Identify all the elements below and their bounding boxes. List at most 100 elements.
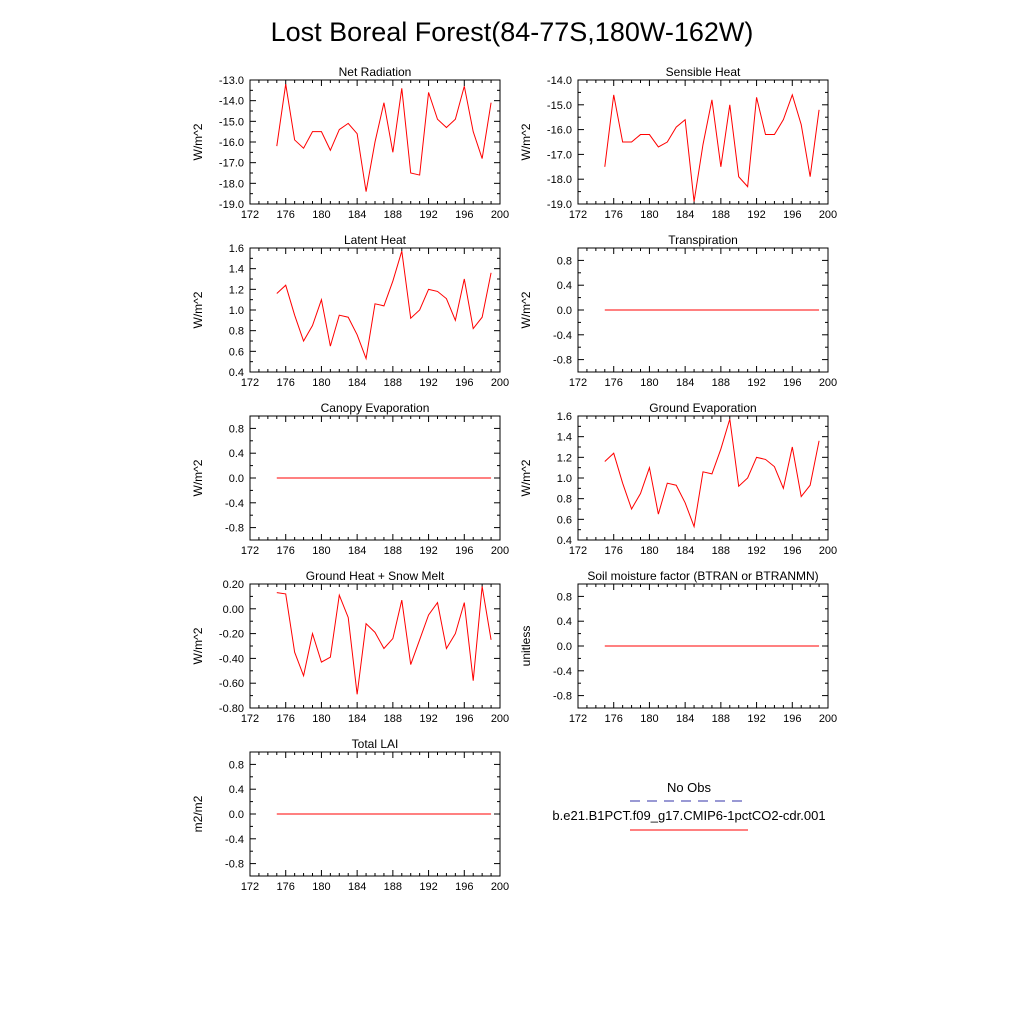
y-tick-label: 0.4 <box>557 280 572 292</box>
y-tick-label: 0.4 <box>557 535 572 547</box>
y-tick-label: -0.40 <box>219 653 244 665</box>
x-tick-label: 196 <box>455 713 473 725</box>
x-tick-label: 188 <box>712 209 730 221</box>
x-tick-label: 176 <box>277 713 295 725</box>
y-tick-label: 0.8 <box>229 423 244 435</box>
y-tick-label: -0.8 <box>553 355 572 367</box>
x-tick-label: 172 <box>241 881 259 893</box>
y-tick-label: -0.20 <box>219 629 244 641</box>
x-tick-label: 192 <box>747 545 765 557</box>
x-tick-label: 196 <box>783 713 801 725</box>
series-line <box>276 84 492 192</box>
x-tick-label: 188 <box>712 377 730 389</box>
x-tick-label: 192 <box>419 209 437 221</box>
x-tick-label: 180 <box>312 713 330 725</box>
panels: Net Radiation W/m^2 172 176 180 184 188 192 196 2… <box>191 65 837 893</box>
x-tick-label: 180 <box>312 209 330 221</box>
y-tick-label: -13.0 <box>219 75 244 87</box>
y-tick-label: 0.8 <box>557 255 572 267</box>
x-tick-label: 176 <box>277 209 295 221</box>
y-tick-label: -0.4 <box>225 498 244 510</box>
x-tick-label: 180 <box>312 545 330 557</box>
x-tick-label: 172 <box>241 209 259 221</box>
x-tick-label: 176 <box>605 545 623 557</box>
y-tick-label: 0.4 <box>229 367 244 379</box>
x-tick-label: 180 <box>640 377 658 389</box>
legend-obs-label: No Obs <box>667 780 712 795</box>
y-tick-label: 0.8 <box>557 591 572 603</box>
y-tick-label: 0.00 <box>223 604 244 616</box>
x-tick-label: 200 <box>491 545 509 557</box>
panel-title: Canopy Evaporation <box>321 401 430 415</box>
x-tick-label: 200 <box>819 209 837 221</box>
y-axis-label: unitless <box>519 626 533 667</box>
panel-4: Transpiration W/m^2 172 176 180 184 188 192 196 2… <box>519 233 837 389</box>
y-tick-label: -17.0 <box>219 158 244 170</box>
y-tick-label: 1.4 <box>229 264 244 276</box>
panel-title: Ground Evaporation <box>649 401 756 415</box>
figure-title: Lost Boreal Forest(84-77S,180W-162W) <box>271 17 754 47</box>
y-tick-label: -0.60 <box>219 678 244 690</box>
y-tick-label: -16.0 <box>219 137 244 149</box>
x-tick-label: 184 <box>348 545 366 557</box>
y-axis-label: W/m^2 <box>519 123 533 160</box>
panel-5: Canopy Evaporation W/m^2 172 176 180 184 188 19… <box>191 401 509 557</box>
x-tick-label: 192 <box>747 377 765 389</box>
x-tick-label: 200 <box>491 881 509 893</box>
x-tick-label: 184 <box>676 545 694 557</box>
x-tick-label: 192 <box>419 713 437 725</box>
x-tick-label: 172 <box>569 713 587 725</box>
x-tick-label: 172 <box>569 545 587 557</box>
y-tick-label: -16.0 <box>547 125 572 137</box>
series-line <box>604 418 820 529</box>
x-tick-label: 192 <box>419 881 437 893</box>
y-tick-label: 1.0 <box>557 473 572 485</box>
y-tick-label: 0.8 <box>557 494 572 506</box>
y-tick-label: 0.0 <box>557 641 572 653</box>
y-tick-label: -0.4 <box>225 834 244 846</box>
panel-6: Ground Evaporation W/m^2 172 176 180 184 188 19… <box>519 401 837 557</box>
y-tick-label: 1.6 <box>557 411 572 423</box>
x-tick-label: 196 <box>783 545 801 557</box>
y-tick-label: -0.8 <box>225 859 244 871</box>
y-tick-label: -18.0 <box>547 174 572 186</box>
x-tick-label: 200 <box>819 713 837 725</box>
y-tick-label: 0.6 <box>557 514 572 526</box>
x-tick-label: 184 <box>676 713 694 725</box>
x-tick-label: 196 <box>783 209 801 221</box>
y-axis-label: W/m^2 <box>191 291 205 328</box>
x-tick-label: 184 <box>348 881 366 893</box>
x-tick-label: 172 <box>569 209 587 221</box>
x-tick-label: 176 <box>277 881 295 893</box>
panel-title: Net Radiation <box>339 65 412 79</box>
x-tick-label: 200 <box>819 545 837 557</box>
x-tick-label: 176 <box>605 713 623 725</box>
y-tick-label: -14.0 <box>219 96 244 108</box>
panel-1: Net Radiation W/m^2 172 176 180 184 188 192 196 2… <box>191 65 509 221</box>
x-tick-label: 172 <box>569 377 587 389</box>
y-tick-label: 0.0 <box>229 809 244 821</box>
x-tick-label: 176 <box>605 209 623 221</box>
x-tick-label: 180 <box>640 209 658 221</box>
x-tick-label: 172 <box>241 545 259 557</box>
y-tick-label: -14.0 <box>547 75 572 87</box>
x-tick-label: 180 <box>640 545 658 557</box>
series-line <box>276 250 492 361</box>
y-tick-label: -0.4 <box>553 330 572 342</box>
y-tick-label: 0.4 <box>229 784 244 796</box>
x-tick-label: 188 <box>384 545 402 557</box>
y-tick-label: 1.0 <box>229 305 244 317</box>
x-tick-label: 184 <box>348 209 366 221</box>
y-tick-label: -0.80 <box>219 703 244 715</box>
x-tick-label: 188 <box>384 881 402 893</box>
x-tick-label: 188 <box>384 377 402 389</box>
x-tick-label: 196 <box>455 545 473 557</box>
y-tick-label: -0.8 <box>553 691 572 703</box>
y-axis-label: W/m^2 <box>519 291 533 328</box>
panel-title: Sensible Heat <box>666 65 741 79</box>
y-axis-label: W/m^2 <box>191 459 205 496</box>
x-tick-label: 172 <box>241 377 259 389</box>
x-tick-label: 200 <box>491 377 509 389</box>
panel-8: Soil moisture factor (BTRAN or BTRANMN) u… <box>519 569 837 725</box>
